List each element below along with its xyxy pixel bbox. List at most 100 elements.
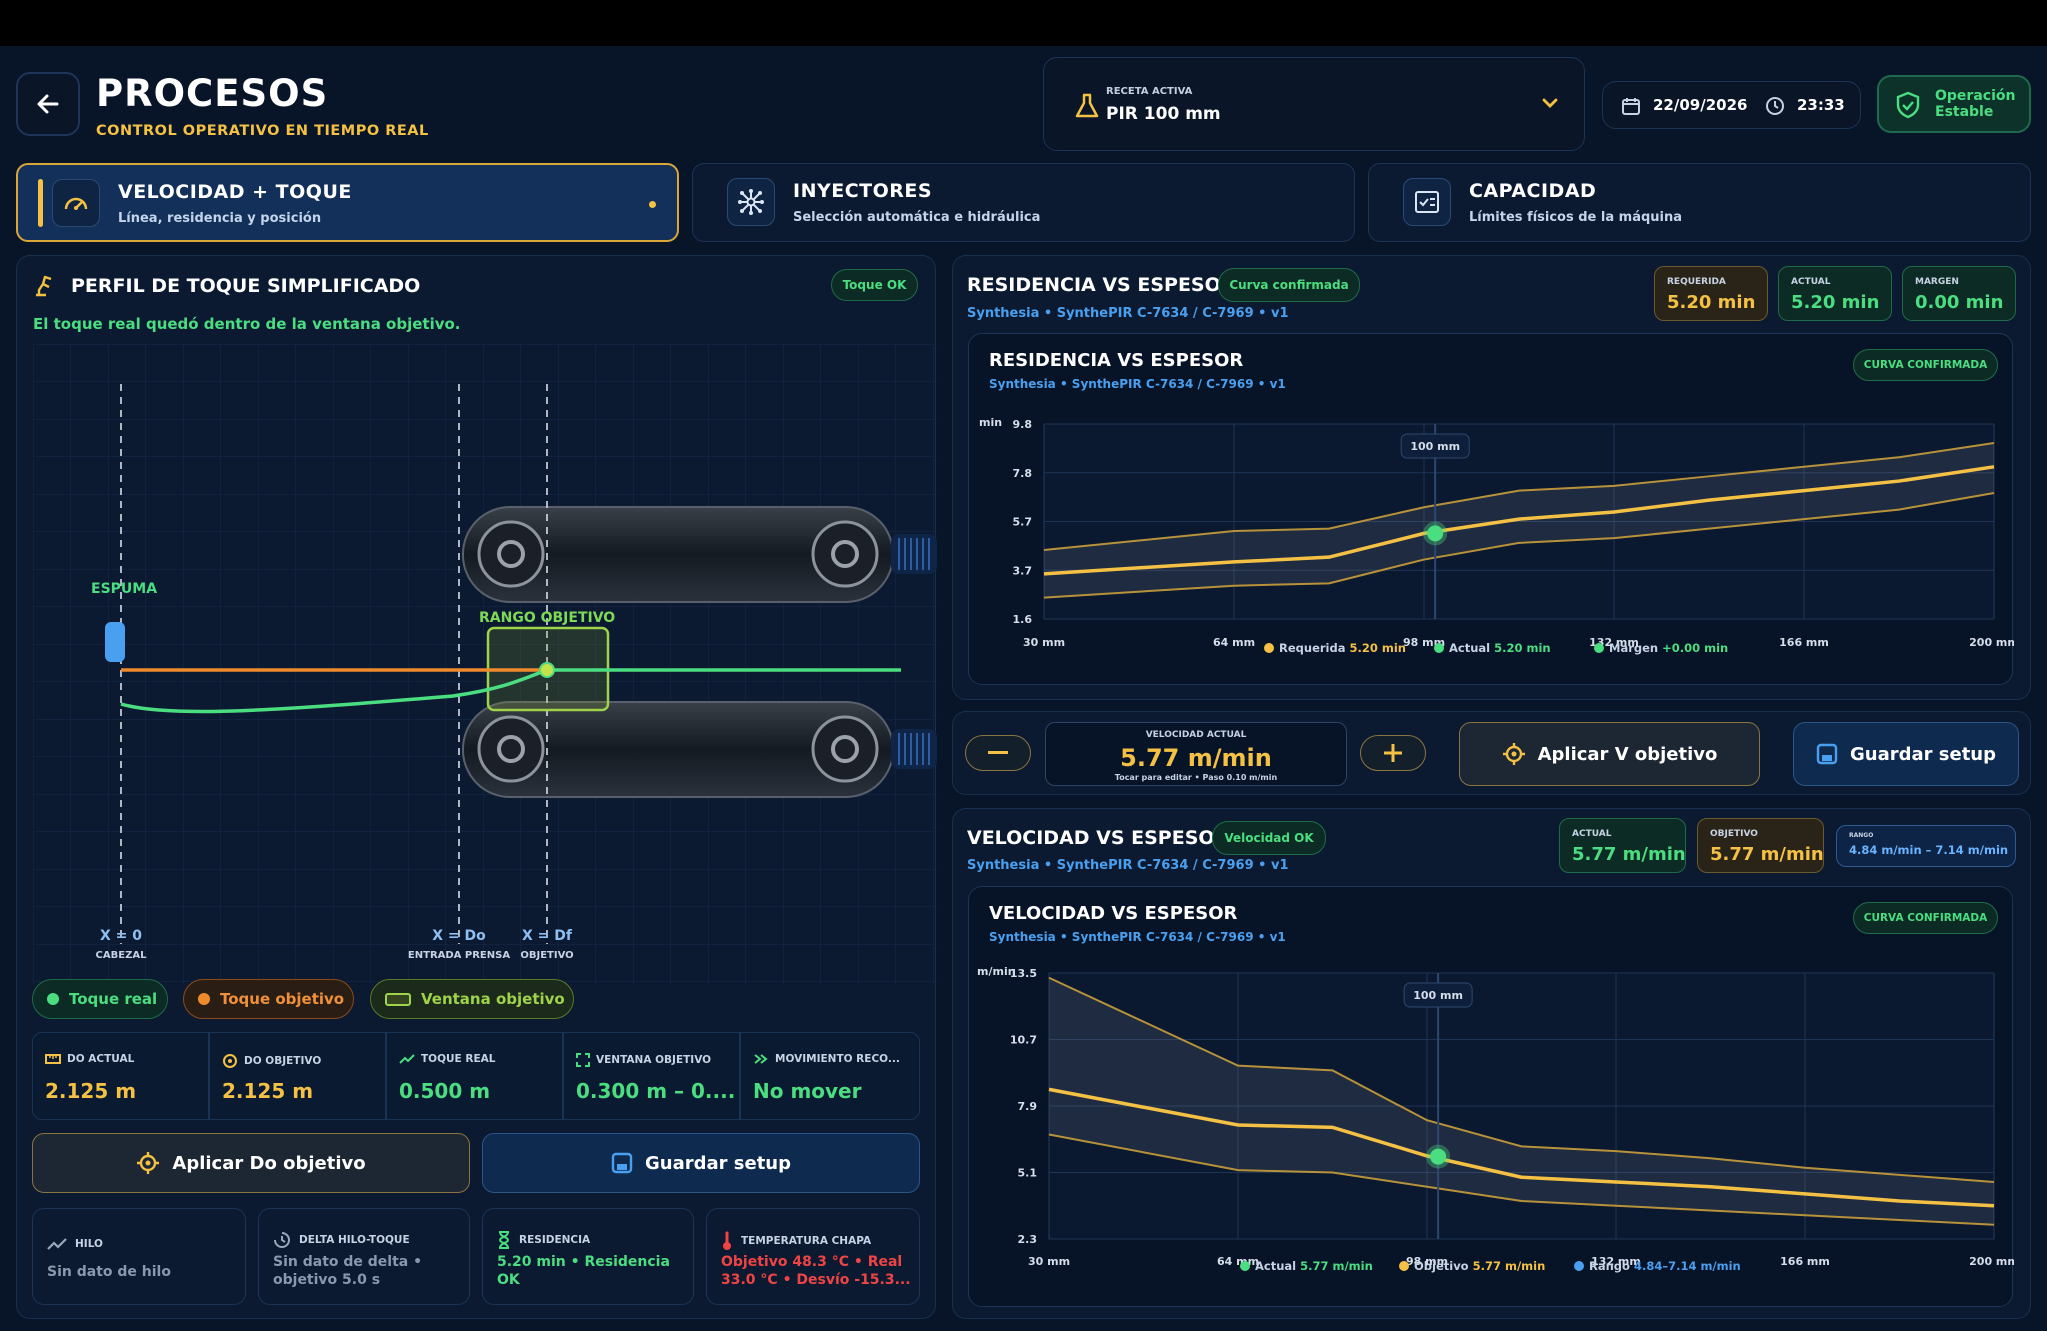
metric-do-actual: DO ACTUAL 2.125 m <box>32 1032 209 1120</box>
status-badge: Operación Estable <box>1877 75 2031 133</box>
foam-label: ESPUMA <box>91 581 157 597</box>
stat-label: MARGEN <box>1915 277 1959 287</box>
back-button[interactable] <box>16 72 80 136</box>
speed-hint: Tocar para editar • Paso 0.10 m/min <box>1114 773 1278 782</box>
y-tick-label: 3.7 <box>1013 564 1033 577</box>
stat-actual: ACTUAL 5.20 min <box>1778 266 1892 321</box>
x-tick-label: 64 mm <box>1213 636 1255 649</box>
stat-value: 0.00 min <box>1915 292 2004 313</box>
marker-label-text: 100 mm <box>1410 440 1460 453</box>
tab-active-indicator <box>38 179 43 227</box>
tab-title: CAPACIDAD <box>1469 180 1597 202</box>
timer-icon <box>274 1232 290 1248</box>
apply-do-button[interactable]: Aplicar Do objetivo <box>32 1133 470 1193</box>
target-icon <box>223 1054 237 1068</box>
range-label: RANGO OBJETIVO <box>479 610 615 626</box>
stat-value: 5.20 min <box>1791 292 1880 313</box>
legend-name: Requerida <box>1279 641 1349 655</box>
card-label: HILO <box>75 1238 103 1250</box>
series-line <box>1043 465 1995 576</box>
calendar-icon <box>1622 98 1640 115</box>
tab-inyectores[interactable]: INYECTORES Selección automática e hidráu… <box>692 163 1355 242</box>
metric-value: 0.500 m <box>399 1079 491 1103</box>
touch-profile-diagram: RANGO OBJETIVO ESPUMA X = 0 CABEZAL X = … <box>33 344 937 984</box>
y-tick-label: 10.7 <box>1010 1034 1037 1047</box>
legend-entry: Margen +0.00 min <box>1609 641 1728 655</box>
save-icon <box>611 1152 633 1174</box>
marker-xdf-sub: OBJETIVO <box>520 950 573 961</box>
legend-target-window[interactable]: Ventana objetivo <box>370 979 574 1019</box>
card-value: Sin dato de delta • objetivo 5.0 s <box>273 1254 423 1288</box>
section-title: VELOCIDAD VS ESPESOR <box>967 827 1230 849</box>
lower-bound-line <box>1048 1133 1995 1226</box>
legend-entry: Actual 5.20 min <box>1449 641 1551 655</box>
legend-target-touch[interactable]: Toque objetivo <box>183 979 354 1019</box>
residencia-chart: 9.87.85.73.71.630 mm 64 mm 98 mm 132 mm 166 … <box>979 416 2014 655</box>
speed-control-bar: VELOCIDAD ACTUAL 5.77 m/min Tocar para e… <box>952 711 2031 795</box>
increase-speed-button[interactable] <box>1360 735 1426 771</box>
tab-subtitle: Selección automática e hidráulica <box>793 210 1041 225</box>
legend-value: 5.77 m/min <box>1300 1259 1373 1273</box>
metric-label: VENTANA OBJETIVO <box>596 1054 712 1066</box>
metric-label: MOVIMIENTO RECO... <box>775 1053 900 1065</box>
speed-input[interactable]: VELOCIDAD ACTUAL 5.77 m/min Tocar para e… <box>1045 722 1347 786</box>
stat-value: 5.77 m/min <box>1572 844 1686 865</box>
x-tick-label: 200 mm <box>1969 1255 2014 1268</box>
button-label: Guardar setup <box>1849 743 1996 765</box>
fast-forward-icon <box>754 1054 768 1064</box>
metric-value: No mover <box>753 1079 862 1103</box>
marker-label-box <box>1400 433 1470 459</box>
legend-real-touch[interactable]: Toque real <box>32 979 168 1019</box>
tab-subtitle: Línea, residencia y posición <box>118 211 322 226</box>
page-title: PROCESOS <box>96 72 329 115</box>
section-title: PERFIL DE TOQUE SIMPLIFICADO <box>71 275 421 297</box>
x-tick-label: 64 mm <box>1217 1255 1259 1268</box>
stat-label: ACTUAL <box>1791 277 1831 287</box>
legend-name: Margen <box>1609 641 1662 655</box>
x-tick-label: 166 mm <box>1779 636 1829 649</box>
legend-dot <box>1594 643 1604 653</box>
card-label: TEMPERATURA CHAPA <box>741 1235 872 1247</box>
time-text: 23:33 <box>1797 96 1845 114</box>
date-text: 22/09/2026 <box>1653 96 1748 114</box>
residencia-chart-card: RESIDENCIA VS ESPESOR Synthesia • Synthe… <box>968 333 2014 685</box>
y-tick-label: 2.3 <box>1018 1233 1038 1246</box>
page-subtitle: CONTROL OPERATIVO EN TIEMPO REAL <box>96 123 429 139</box>
robot-arm-icon <box>36 275 52 297</box>
upper-bound-line <box>1043 442 1995 552</box>
dot-icon <box>47 993 59 1005</box>
metric-value: 2.125 m <box>45 1079 137 1103</box>
save-setup-button[interactable]: Guardar setup <box>482 1133 920 1193</box>
stat-label: RANGO <box>1849 832 1874 839</box>
legend-dot <box>1264 643 1274 653</box>
x-tick-label: 166 mm <box>1780 1255 1830 1268</box>
legend-dot <box>1434 643 1444 653</box>
legend-name: Actual <box>1449 641 1494 655</box>
shield-check-icon <box>1896 91 1920 119</box>
chart-title: RESIDENCIA VS ESPESOR <box>989 350 1244 371</box>
target-icon <box>137 1152 160 1174</box>
datetime-display: 22/09/2026 23:33 <box>1602 81 1861 129</box>
recipe-selector[interactable]: RECETA ACTIVA PIR 100 mm <box>1043 57 1585 151</box>
legend-entry: Objetivo 5.77 m/min <box>1414 1259 1545 1273</box>
stat-margen: MARGEN 0.00 min <box>1902 266 2016 321</box>
curve-badge: Curva confirmada <box>1218 268 1360 302</box>
save-icon <box>1816 743 1838 765</box>
card-temperatura: TEMPERATURA CHAPA Objetivo 48.3 °C • Rea… <box>706 1208 920 1305</box>
chart-source: Synthesia • SynthePIR C-7634 / C-7969 • … <box>989 377 1286 391</box>
metric-value: 0.300 m – 0.... <box>576 1079 736 1103</box>
tab-capacidad[interactable]: CAPACIDAD Límites físicos de la máquina <box>1368 163 2031 242</box>
card-residencia: RESIDENCIA 5.20 min • Residencia OK <box>482 1208 694 1305</box>
marker-label: 100 mm <box>1403 982 1473 1008</box>
save-speed-setup-button[interactable]: Guardar setup <box>1793 722 2019 786</box>
button-label: Guardar setup <box>644 1152 791 1174</box>
legend-dot <box>1240 1261 1250 1271</box>
y-axis-label: min <box>979 416 1002 429</box>
thermometer-icon <box>723 1231 731 1250</box>
tab-active-dot <box>649 201 656 208</box>
marker-x0-sub: CABEZAL <box>96 950 148 961</box>
decrease-speed-button[interactable] <box>965 735 1031 771</box>
apply-speed-button[interactable]: Aplicar V objetivo <box>1459 722 1760 786</box>
y-tick-label: 7.8 <box>1013 467 1033 480</box>
tab-velocidad-toque[interactable]: VELOCIDAD + TOQUE Línea, residencia y po… <box>16 163 679 242</box>
